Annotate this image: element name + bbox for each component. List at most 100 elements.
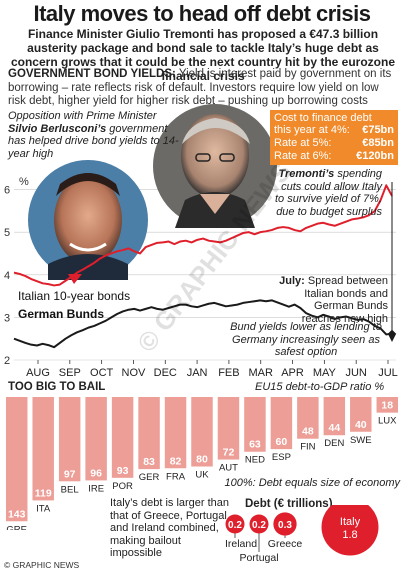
bar-por bbox=[111, 397, 134, 478]
bar-ire bbox=[85, 397, 107, 481]
bar-chart-title: TOO BIG TO BAIL bbox=[8, 381, 106, 393]
page-title: Italy moves to head off debt crisis bbox=[33, 1, 371, 26]
bar-category-label: LUX bbox=[378, 416, 397, 427]
bar-aut bbox=[217, 397, 240, 460]
y-tick-label: 3 bbox=[4, 312, 10, 324]
bubble-value: 0.3 bbox=[278, 520, 292, 531]
x-tick-label: JAN bbox=[187, 367, 208, 379]
x-tick-label: FEB bbox=[218, 367, 239, 379]
bar-value-label: 143 bbox=[8, 508, 26, 520]
tremonti-note: Tremonti’s spending cuts could allow Ita… bbox=[272, 168, 382, 218]
bar-category-label: ESP bbox=[272, 452, 291, 463]
july-spread-arrow bbox=[388, 334, 396, 342]
bar-category-label: POR bbox=[112, 481, 133, 492]
bar-category-label: NED bbox=[245, 455, 265, 466]
x-tick-label: SEP bbox=[59, 367, 81, 379]
subtitle: Finance Minister Giulio Tremonti has pro… bbox=[10, 27, 396, 83]
bar-fra bbox=[164, 397, 187, 469]
bund-note: Bund yields lower as lending to Germany … bbox=[230, 321, 382, 358]
bar-ita bbox=[32, 397, 54, 501]
bar-uk bbox=[191, 397, 213, 467]
bar-value-label: 97 bbox=[64, 468, 76, 480]
bar-category-label: SWE bbox=[350, 435, 372, 446]
x-tick-label: OCT bbox=[90, 367, 114, 379]
x-tick-label: APR bbox=[281, 367, 304, 379]
series-label-italy: Italian 10-year bonds bbox=[18, 289, 130, 303]
bar-category-label: GER bbox=[139, 472, 160, 483]
cost-row: Rate at 6%: €120bn bbox=[274, 150, 394, 162]
bar-value-label: 63 bbox=[249, 439, 261, 451]
july-note: July: Spread between Italian bonds and G… bbox=[278, 275, 388, 325]
bar-gre bbox=[6, 397, 28, 522]
bar-category-label: DEN bbox=[324, 438, 344, 449]
italy-debt-note: Italy’s debt is larger than that of Gree… bbox=[110, 497, 230, 559]
tremonti-note-text: spending cuts could allow Italy to survi… bbox=[275, 168, 382, 218]
footer-credit: © GRAPHIC NEWS bbox=[4, 560, 80, 570]
bar-bel bbox=[58, 397, 81, 482]
x-tick-label: NOV bbox=[122, 367, 147, 379]
bar-value-label: 60 bbox=[276, 436, 288, 448]
tremonti-name: Tremonti’s bbox=[278, 168, 335, 180]
bar-category-label: GRE bbox=[6, 524, 27, 530]
bar-chart-note: EU15 debt-to-GDP ratio % bbox=[255, 381, 385, 393]
bar-value-label: 72 bbox=[223, 447, 235, 459]
bar-value-label: 80 bbox=[196, 454, 208, 466]
x-tick-label: MAR bbox=[249, 367, 274, 379]
x-tick-labels: AUG SEP OCT NOV DEC JAN FEB MAR APR MAY JUN JUL bbox=[26, 360, 398, 379]
bubble-ireland bbox=[225, 514, 245, 534]
bar-value-label: 83 bbox=[143, 456, 155, 468]
bar-value-label: 48 bbox=[302, 426, 314, 438]
bubble-portugal bbox=[249, 514, 269, 534]
bar-ger bbox=[138, 397, 160, 470]
debt-to-gdp-bar-chart: 143 GRE 119 ITA 97 BEL 96 IRE 93 POR 83 GER 82 FRA 80 U… bbox=[6, 397, 398, 530]
july-note-text: Spread between Italian bonds and German … bbox=[301, 275, 388, 325]
berlusconi-name: Silvio Berlusconi’s bbox=[8, 122, 107, 135]
bar-category-label: FIN bbox=[300, 442, 315, 453]
bubble-label: Italy bbox=[340, 516, 361, 528]
tremonti-photo bbox=[153, 104, 277, 228]
bubble-value: 1.8 bbox=[342, 529, 357, 541]
bubble-label: Greece bbox=[268, 538, 303, 550]
bar-swe bbox=[350, 397, 372, 432]
y-tick-label: 5 bbox=[4, 227, 10, 239]
july-label: July: bbox=[279, 275, 305, 287]
bar-category-label: ITA bbox=[36, 503, 51, 514]
bar-value-label: 93 bbox=[117, 465, 129, 477]
berlusconi-note-text: government has helped drive bond yields … bbox=[8, 122, 179, 160]
cost-row: Rate at 5%: €85bn bbox=[274, 137, 394, 149]
x-tick-label: MAY bbox=[313, 367, 337, 379]
cost-row: this year at 4%: €75bn bbox=[274, 124, 394, 136]
bar-value-label: 82 bbox=[170, 455, 182, 467]
bubble-greece bbox=[273, 512, 297, 536]
cost-box-heading: Cost to finance debt bbox=[274, 112, 372, 124]
bubble-value: 0.2 bbox=[252, 520, 266, 531]
x-tick-label: JUN bbox=[345, 367, 366, 379]
bar-category-label: IRE bbox=[88, 483, 104, 494]
bond-yield-line-chart: 2 3 4 5 6 AUG SEP OCT NOV DEC JAN FEB MAR APR MAY JUN J… bbox=[4, 104, 398, 379]
bond-yields-heading: GOVERNMENT BOND YIELDS: bbox=[8, 68, 176, 80]
bar-category-label: AUT bbox=[219, 463, 238, 474]
bars: 143 GRE 119 ITA 97 BEL 96 IRE 93 POR 83 GER 82 FRA 80 U… bbox=[6, 397, 398, 530]
german-bund-yield-line bbox=[13, 299, 393, 349]
bubble-label: Ireland bbox=[225, 538, 257, 550]
bubble-value: 0.2 bbox=[228, 520, 242, 531]
berlusconi-note: Opposition with Prime Minister Silvio Be… bbox=[8, 110, 183, 160]
y-unit-label: % bbox=[19, 176, 29, 188]
y-tick-label: 4 bbox=[4, 270, 10, 282]
bar-esp bbox=[270, 397, 293, 450]
y-tick-label: 6 bbox=[4, 185, 10, 197]
bar-value-label: 119 bbox=[35, 487, 52, 499]
bubble-title: Debt (€ trillions) bbox=[245, 498, 333, 510]
bar-value-label: 40 bbox=[355, 419, 367, 431]
bar-value-label: 44 bbox=[328, 422, 340, 434]
bar-lux bbox=[376, 397, 398, 413]
bar-value-label: 96 bbox=[90, 467, 102, 479]
bar-value-label: 18 bbox=[381, 400, 393, 412]
bar-ned bbox=[244, 397, 266, 452]
y-tick-labels: 2 3 4 5 6 bbox=[4, 185, 10, 367]
circle-note: 100%: Debt equals size of economy bbox=[224, 477, 401, 489]
bar-den bbox=[323, 397, 346, 436]
bubble-label: Portugal bbox=[239, 552, 278, 564]
